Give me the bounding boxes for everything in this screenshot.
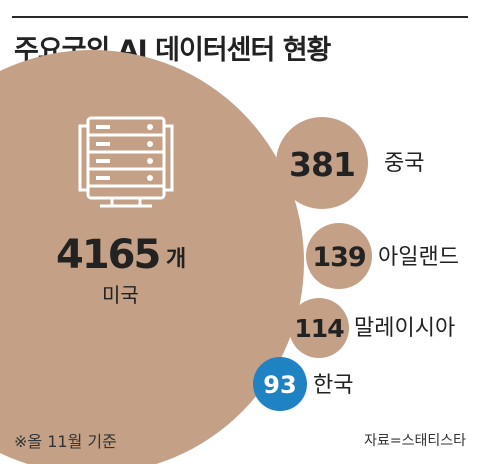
- category-label-미국: 미국: [102, 283, 139, 307]
- server-rack-leds: [96, 124, 153, 181]
- value-label-말레이시아: 114: [294, 314, 344, 343]
- unit-label: 개: [166, 247, 186, 272]
- category-label-아일랜드: 아일랜드: [378, 245, 459, 270]
- footnote: ※올 11월 기준: [14, 432, 117, 451]
- category-label-중국: 중국: [384, 151, 424, 176]
- top-rule: [12, 16, 468, 18]
- bubble-말레이시아: [289, 298, 349, 358]
- bubble-아일랜드: [306, 223, 372, 289]
- server-rack-icon: [78, 116, 174, 208]
- value-label-아일랜드: 139: [312, 242, 366, 273]
- bubble-미국: [0, 50, 304, 464]
- bubble-중국: [276, 117, 368, 209]
- source-credit: 자료=스태티스타: [364, 433, 466, 449]
- bubble-한국: [253, 357, 307, 411]
- value-label-중국: 381: [289, 145, 355, 184]
- category-label-한국: 한국: [313, 373, 353, 398]
- value-label-한국: 93: [263, 371, 296, 399]
- value-label-미국: 4165: [56, 232, 159, 278]
- category-label-말레이시아: 말레이시아: [354, 316, 455, 341]
